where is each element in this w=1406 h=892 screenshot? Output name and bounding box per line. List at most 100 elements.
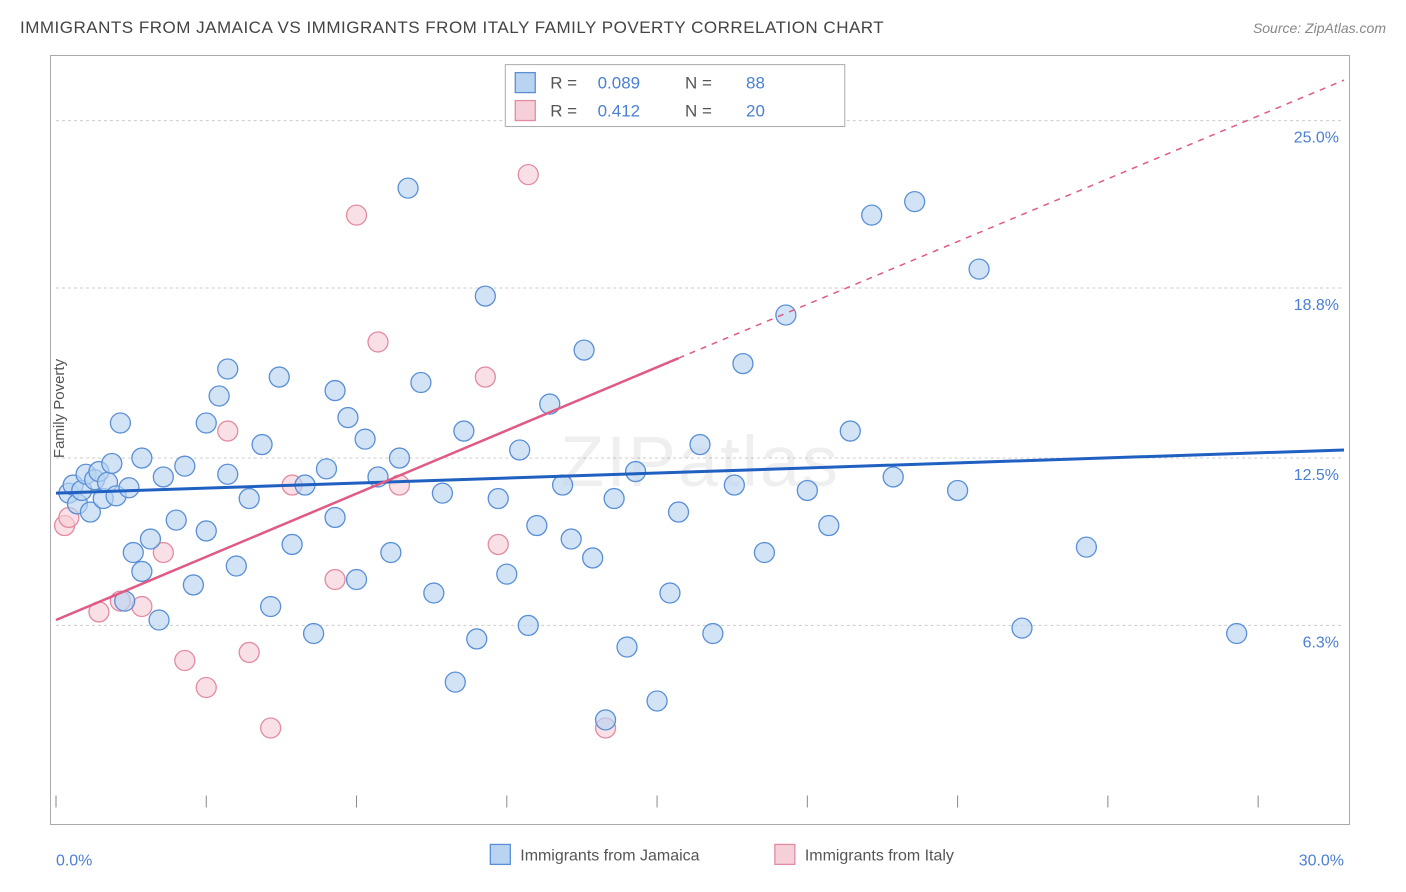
data-point: [102, 453, 122, 473]
legend-n-label: N =: [685, 102, 712, 121]
data-point: [325, 381, 345, 401]
data-point: [574, 340, 594, 360]
data-point: [218, 464, 238, 484]
legend-n-value: 88: [746, 74, 765, 93]
legend-label-italy: Immigrants from Italy: [805, 847, 954, 864]
x-min-label: 0.0%: [56, 852, 92, 869]
source-name: ZipAtlas.com: [1305, 20, 1386, 36]
data-point: [196, 678, 216, 698]
legend-n-value: 20: [746, 102, 765, 121]
data-point: [316, 459, 336, 479]
data-point: [239, 642, 259, 662]
data-point: [389, 448, 409, 468]
data-point: [282, 534, 302, 554]
chart-svg: ZIPatlas 6.3%12.5%18.8%25.0% R =0.089N =…: [51, 56, 1349, 886]
data-point: [218, 421, 238, 441]
data-point: [733, 354, 753, 374]
data-point: [252, 435, 272, 455]
data-point: [218, 359, 238, 379]
data-point: [304, 624, 324, 644]
data-point: [132, 448, 152, 468]
data-point: [140, 529, 160, 549]
data-point: [368, 332, 388, 352]
data-point: [183, 575, 203, 595]
data-point: [132, 561, 152, 581]
data-point: [110, 413, 130, 433]
data-point: [819, 516, 839, 536]
data-point: [261, 718, 281, 738]
data-point: [553, 475, 573, 495]
data-point: [660, 583, 680, 603]
data-point: [596, 710, 616, 730]
data-point: [175, 651, 195, 671]
data-point: [119, 478, 139, 498]
data-point: [239, 489, 259, 509]
chart-title: IMMIGRANTS FROM JAMAICA VS IMMIGRANTS FR…: [20, 18, 884, 38]
data-point: [398, 178, 418, 198]
data-point: [518, 165, 538, 185]
data-point: [1076, 537, 1096, 557]
data-point: [355, 429, 375, 449]
data-point: [604, 489, 624, 509]
data-point: [269, 367, 289, 387]
data-point: [338, 408, 358, 428]
data-point: [153, 467, 173, 487]
data-point: [467, 629, 487, 649]
data-point: [347, 205, 367, 225]
data-point: [424, 583, 444, 603]
data-point: [754, 543, 774, 563]
y-tick-labels: 6.3%12.5%18.8%25.0%: [1294, 130, 1339, 652]
data-point: [626, 462, 646, 482]
data-point: [1227, 624, 1247, 644]
data-point: [226, 556, 246, 576]
data-point: [411, 372, 431, 392]
data-point: [497, 564, 517, 584]
data-point: [475, 286, 495, 306]
data-point: [209, 386, 229, 406]
data-point: [883, 467, 903, 487]
data-point: [325, 570, 345, 590]
legend-swatch-italy: [775, 844, 795, 864]
chart-header: IMMIGRANTS FROM JAMAICA VS IMMIGRANTS FR…: [20, 18, 1386, 38]
data-point: [969, 259, 989, 279]
legend-swatch: [515, 73, 535, 93]
gridlines: [56, 121, 1344, 626]
data-point: [724, 475, 744, 495]
data-point: [475, 367, 495, 387]
legend-r-label: R =: [550, 102, 577, 121]
legend-swatch: [515, 101, 535, 121]
chart-source: Source: ZipAtlas.com: [1253, 20, 1386, 36]
data-point: [690, 435, 710, 455]
data-point: [840, 421, 860, 441]
data-point: [488, 534, 508, 554]
data-point: [583, 548, 603, 568]
legend-r-label: R =: [550, 74, 577, 93]
data-point: [617, 637, 637, 657]
data-point: [948, 480, 968, 500]
chart-plot-area: ZIPatlas 6.3%12.5%18.8%25.0% R =0.089N =…: [50, 55, 1350, 825]
data-point: [175, 456, 195, 476]
data-point: [527, 516, 547, 536]
source-label: Source:: [1253, 20, 1305, 36]
data-point: [445, 672, 465, 692]
data-point: [862, 205, 882, 225]
data-point: [347, 570, 367, 590]
legend-r-value: 0.412: [598, 102, 640, 121]
data-point: [518, 615, 538, 635]
data-point: [1012, 618, 1032, 638]
legend-label-jamaica: Immigrants from Jamaica: [520, 847, 699, 864]
data-point: [703, 624, 723, 644]
data-point: [510, 440, 530, 460]
data-point: [261, 597, 281, 617]
data-point: [166, 510, 186, 530]
data-point: [325, 507, 345, 527]
data-point: [647, 691, 667, 711]
data-point: [196, 521, 216, 541]
x-max-label: 30.0%: [1299, 852, 1344, 869]
legend-swatch-jamaica: [490, 844, 510, 864]
data-point: [196, 413, 216, 433]
data-point: [488, 489, 508, 509]
legend-r-value: 0.089: [598, 74, 640, 93]
series-legend: Immigrants from Jamaica Immigrants from I…: [490, 844, 954, 864]
y-tick-label: 18.8%: [1294, 297, 1339, 314]
